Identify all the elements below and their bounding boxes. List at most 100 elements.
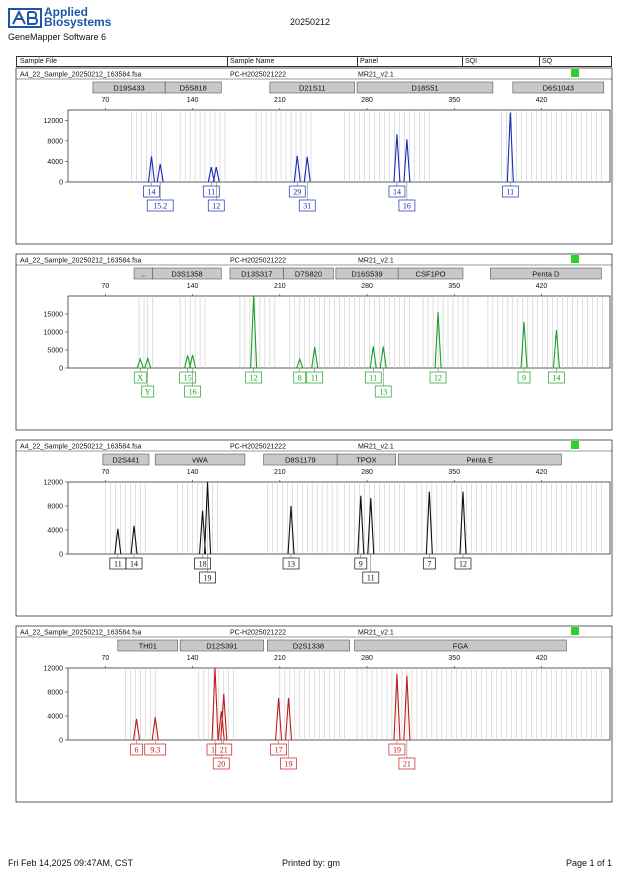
peak	[393, 673, 401, 741]
peak	[136, 357, 144, 369]
marker-label: D18S51	[411, 84, 438, 93]
y-tick-label: 4000	[47, 159, 63, 166]
allele-call-label: 19	[204, 574, 212, 583]
allele-call-label: 11	[207, 188, 215, 197]
allele-call-box	[374, 385, 392, 398]
allele-call-box	[398, 199, 416, 212]
marker-label: D6S1043	[543, 84, 574, 93]
allele-call-label: 12	[459, 560, 467, 569]
sizing-quality-indicator	[571, 627, 579, 635]
allele-call-label: 19	[393, 746, 401, 755]
allele-call-box	[429, 371, 447, 384]
x-tick-label: 140	[187, 97, 199, 104]
allele-call-label: 11	[114, 560, 122, 569]
allele-call-label: X	[137, 374, 143, 383]
peak	[211, 667, 219, 741]
x-tick-label: 350	[448, 97, 460, 104]
peak	[212, 166, 220, 183]
allele-call-box	[501, 185, 519, 198]
x-tick-label: 140	[187, 469, 199, 476]
panel-frame	[15, 67, 613, 245]
panel-name: MR21_v2.1	[358, 444, 394, 451]
allele-call-box	[517, 371, 531, 384]
x-tick-label: 70	[101, 469, 109, 476]
marker-label: D13S317	[241, 270, 272, 279]
y-tick-label: 15000	[44, 312, 64, 319]
allele-call-box	[362, 571, 380, 584]
plot-area	[67, 481, 611, 555]
x-tick-label: 210	[274, 283, 286, 290]
sample-name: PC-H2025021222	[230, 630, 286, 637]
allele-call-label: 16	[189, 388, 197, 397]
peak	[434, 312, 442, 369]
y-tick-label: 0	[59, 738, 63, 745]
marker-label: D7S820	[295, 270, 322, 279]
x-tick-label: 350	[448, 655, 460, 662]
allele-call-label: 14	[147, 188, 155, 197]
peak	[506, 112, 514, 183]
allele-call-label: 9.3	[150, 746, 160, 755]
peak	[184, 355, 192, 369]
brand-line2: Biosystems	[44, 15, 112, 29]
x-tick-label: 70	[101, 655, 109, 662]
peak	[147, 156, 156, 183]
brand-name: Applied Biosystems	[44, 6, 112, 29]
panel-4: A4_22_Sample_20250212_163584.fsa PC-H2025…	[15, 625, 613, 803]
marker-label: CSF1PO	[416, 270, 446, 279]
marker-bar-d18s51	[356, 81, 494, 94]
allele-call-box	[398, 757, 416, 770]
y-tick-label: 8000	[47, 690, 63, 697]
peak	[217, 711, 225, 741]
x-tick-label: 70	[101, 283, 109, 290]
marker-bar-vwa	[154, 453, 246, 466]
column-header-row: Sample File Sample Name Panel SQI SQ	[16, 56, 612, 67]
allele-call-label: 11	[369, 374, 377, 383]
peak	[275, 697, 283, 741]
marker-bar-d5s818	[164, 81, 222, 94]
marker-bar-tpox	[336, 453, 396, 466]
peak	[552, 330, 560, 369]
marker-label: D2S441	[112, 456, 139, 465]
column-sample-name: Sample Name	[230, 58, 275, 65]
marker-label: D5S818	[180, 84, 207, 93]
allele-call-label: 15.2	[153, 202, 167, 211]
x-tick-label: 210	[274, 469, 286, 476]
peak	[293, 155, 301, 183]
allele-call-label: 14	[130, 560, 138, 569]
sample-name: PC-H2025021222	[230, 258, 286, 265]
allele-call-box	[133, 371, 147, 384]
plot-area	[67, 109, 611, 183]
peak	[296, 357, 304, 369]
column-sample-file: Sample File	[20, 58, 57, 65]
panel-frame	[15, 253, 613, 431]
column-sq: SQ	[542, 58, 553, 65]
allele-call-label: 12	[212, 202, 220, 211]
allele-call-box	[245, 371, 263, 384]
peak	[369, 346, 377, 369]
allele-call-box	[298, 199, 316, 212]
printed-by: Printed by: gm	[282, 858, 341, 868]
x-tick-label: 70	[101, 97, 109, 104]
allele-call-label: 12	[434, 374, 442, 383]
marker-label: TH01	[139, 642, 157, 651]
allele-call-box	[548, 371, 565, 384]
allele-call-label: 31	[303, 202, 311, 211]
plot-area	[67, 295, 611, 369]
x-tick-label: 280	[361, 283, 373, 290]
x-tick-label: 350	[448, 469, 460, 476]
plot-area	[67, 667, 611, 741]
allele-call-label: 9	[359, 560, 363, 569]
panel-frame	[15, 625, 613, 803]
peak	[114, 528, 122, 555]
column-sqi: SQI	[465, 58, 478, 65]
marker-bar-d6s1043	[512, 81, 605, 94]
sizing-quality-indicator	[571, 255, 579, 263]
allele-call-label: 21	[403, 760, 411, 769]
x-tick-label: 280	[361, 469, 373, 476]
allele-call-box	[288, 185, 306, 198]
panel-3: A4_22_Sample_20250212_163584.fsa PC-H2025…	[15, 439, 613, 617]
y-tick-label: 0	[59, 180, 63, 187]
marker-label: D8S1179	[285, 456, 316, 465]
